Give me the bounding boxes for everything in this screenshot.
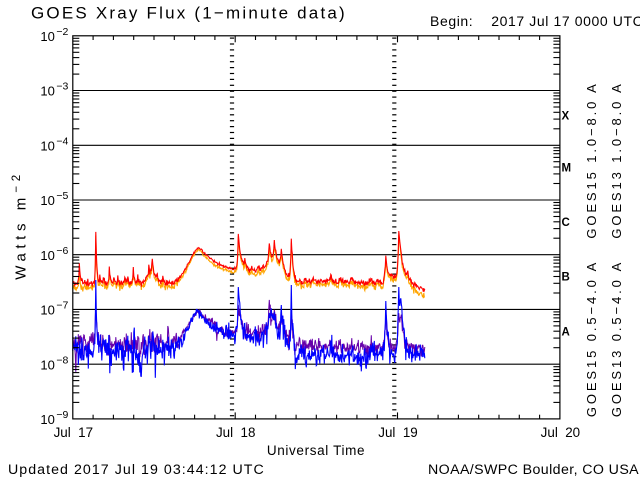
svg-text:M: M [562, 163, 572, 175]
svg-text:A: A [562, 327, 570, 339]
svg-text:Updated 2017 Jul 19 03:44:12 U: Updated 2017 Jul 19 03:44:12 UTC [8, 462, 265, 478]
svg-text:Watts m−2: Watts m−2 [11, 170, 30, 279]
svg-text:X: X [562, 111, 570, 123]
svg-text:Jul 20: Jul 20 [541, 425, 580, 440]
svg-text:B: B [562, 272, 570, 284]
svg-text:C: C [562, 217, 570, 229]
svg-text:Begin: 2017 Jul 17 0000 UTC: Begin: 2017 Jul 17 0000 UTC [430, 13, 640, 29]
svg-text:Jul 18: Jul 18 [216, 425, 255, 440]
svg-text:GOES Xray Flux (1−minute data): GOES Xray Flux (1−minute data) [31, 3, 347, 22]
svg-text:Universal Time: Universal Time [267, 443, 365, 458]
svg-text:Jul 17: Jul 17 [54, 425, 93, 440]
svg-text:10−5: 10 −5 [40, 190, 68, 208]
svg-text:GOES13 0.5−4.0 A: GOES13 0.5−4.0 A [609, 260, 624, 417]
svg-text:GOES13 1.0−8.0 A: GOES13 1.0−8.0 A [609, 81, 624, 238]
svg-text:GOES15 1.0−8.0 A: GOES15 1.0−8.0 A [584, 81, 599, 238]
svg-text:Jul 19: Jul 19 [378, 425, 417, 440]
svg-text:NOAA/SWPC Boulder, CO USA: NOAA/SWPC Boulder, CO USA [428, 462, 639, 478]
svg-text:GOES15 0.5−4.0 A: GOES15 0.5−4.0 A [584, 260, 599, 417]
